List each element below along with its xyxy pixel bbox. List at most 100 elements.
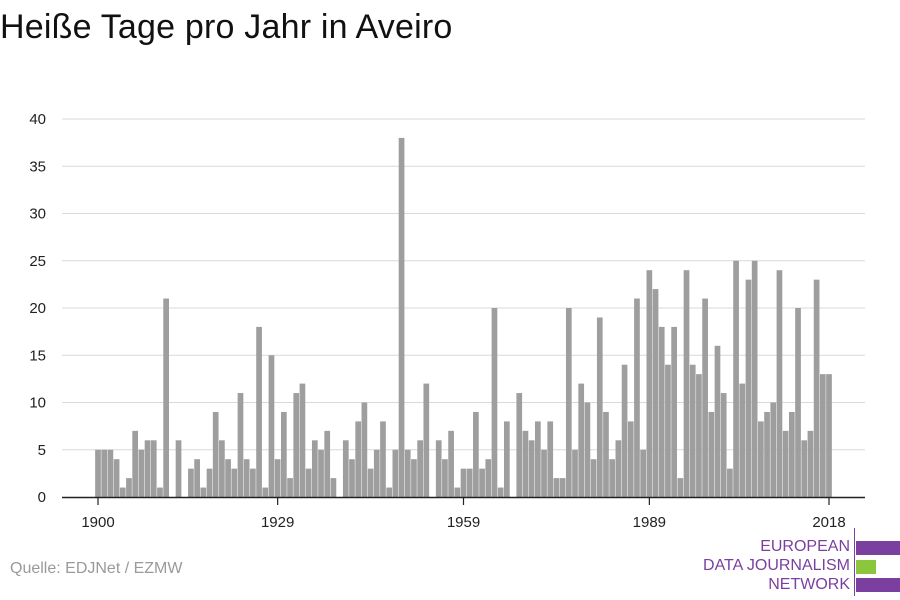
bar-1971 [534, 421, 541, 497]
x-axis-ticks: 1900 1929 1959 1989 2018 [81, 497, 846, 531]
bar-2003 [733, 260, 739, 497]
bar-1940 [342, 440, 349, 497]
bar-1907 [138, 449, 145, 497]
bar-1989 [646, 270, 653, 497]
bar-1993 [671, 326, 677, 497]
bar-1929 [274, 459, 281, 497]
bar-2009 [770, 402, 777, 497]
bar-1995 [683, 270, 690, 497]
bar-1965 [497, 487, 504, 497]
bar-1903 [113, 459, 120, 497]
bar-1922 [231, 468, 238, 497]
bars [95, 137, 832, 497]
bar-1944 [367, 468, 374, 497]
bar-1933 [299, 383, 306, 497]
bar-1945 [373, 449, 380, 497]
bar-1996 [689, 364, 696, 497]
bar-2010 [776, 270, 783, 497]
bar-1947 [386, 487, 393, 497]
bar-1964 [491, 308, 498, 497]
y-tick-label: 35 [29, 158, 46, 175]
chart-title: Heiße Tage pro Jahr in Aveiro [0, 8, 453, 46]
bar-1980 [590, 459, 597, 497]
bar-1950 [404, 449, 411, 497]
bar-1941 [349, 459, 355, 497]
bar-1994 [677, 478, 684, 497]
bar-1961 [473, 411, 479, 497]
source-note: Quelle: EDJNet / EZMW [10, 560, 183, 577]
bar-1963 [485, 459, 492, 497]
bar-1932 [293, 393, 300, 497]
y-tick-label: 30 [29, 206, 46, 223]
bar-1934 [305, 468, 312, 497]
bar-1916 [194, 459, 200, 497]
x-tick-label: 2018 [812, 514, 845, 531]
bar-1973 [547, 421, 554, 497]
bar-2011 [782, 430, 789, 497]
bar-1948 [392, 449, 399, 497]
bar-2000 [714, 345, 721, 497]
logo-divider [854, 528, 855, 596]
bar-1962 [479, 468, 485, 497]
y-tick-label: 15 [29, 347, 46, 364]
bar-1951 [411, 459, 417, 497]
bar-1943 [361, 402, 368, 497]
bar-1913 [175, 440, 182, 497]
bar-1968 [516, 393, 523, 497]
bar-1983 [609, 459, 616, 497]
bar-1937 [324, 430, 331, 497]
bar-2014 [801, 440, 808, 497]
bar-1976 [565, 308, 572, 497]
bar-1921 [225, 459, 231, 497]
bar-1936 [318, 449, 324, 497]
bar-1974 [553, 478, 560, 497]
bar-1938 [330, 478, 337, 497]
y-tick-label: 0 [38, 489, 46, 506]
logo-bar-top [856, 541, 900, 555]
bar-2016 [813, 279, 820, 497]
bar-1924 [243, 459, 250, 497]
bar-1928 [268, 355, 275, 497]
bar-1970 [528, 440, 535, 497]
bar-2008 [764, 411, 770, 497]
bar-1919 [212, 411, 219, 497]
bar-1991 [658, 326, 665, 497]
bar-1900 [95, 449, 101, 497]
bar-1982 [603, 411, 609, 497]
bar-2002 [727, 468, 733, 497]
bar-1926 [256, 326, 262, 497]
bar-2017 [819, 374, 826, 497]
bar-1959 [460, 468, 467, 497]
bar-1920 [219, 440, 225, 497]
bar-1998 [702, 298, 708, 497]
bar-1911 [163, 298, 169, 497]
bar-1905 [126, 478, 132, 497]
bar-2004 [739, 383, 746, 497]
x-tick-label: 1989 [633, 514, 666, 531]
bar-1952 [417, 440, 423, 497]
bar-1910 [157, 487, 163, 497]
logo-text-line-3: NETWORK [768, 576, 850, 593]
bar-1969 [522, 430, 529, 497]
bar-1931 [287, 478, 293, 497]
logo-text-line-1: EUROPEAN [760, 538, 850, 555]
bar-1915 [188, 468, 194, 497]
bar-1975 [559, 478, 566, 497]
bar-1923 [237, 393, 244, 497]
x-tick-label: 1929 [261, 514, 294, 531]
bar-1984 [615, 440, 622, 497]
bar-2005 [745, 279, 752, 497]
bar-1978 [578, 383, 585, 497]
bar-1979 [584, 402, 591, 497]
y-tick-label: 25 [29, 253, 46, 270]
y-tick-label: 20 [29, 300, 46, 317]
bar-1946 [380, 421, 386, 497]
bar-1935 [311, 440, 318, 497]
bar-1992 [665, 364, 671, 497]
logo-bar-middle [856, 560, 876, 574]
bar-1960 [466, 468, 473, 497]
bar-1958 [454, 487, 461, 497]
bar-1902 [107, 449, 114, 497]
bar-2018 [826, 374, 832, 497]
bar-1999 [708, 411, 715, 497]
